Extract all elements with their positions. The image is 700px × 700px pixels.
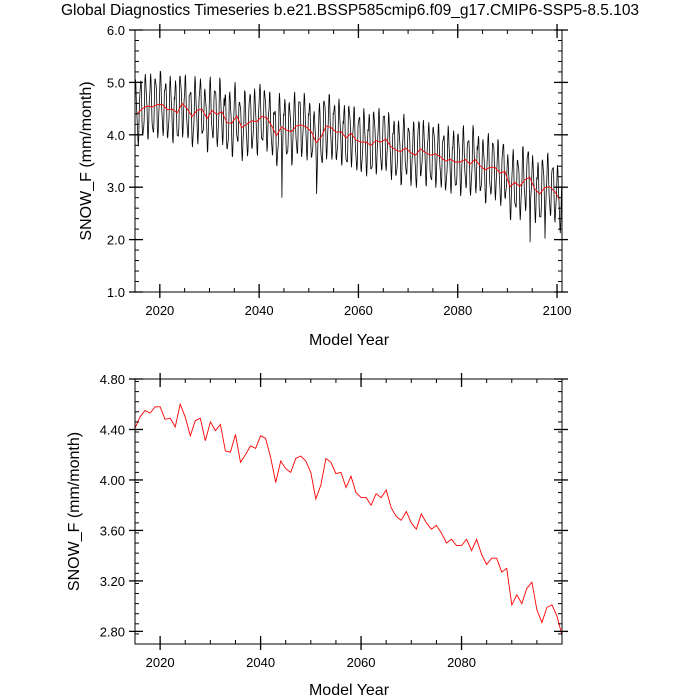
x-tick-label: 2020 xyxy=(146,655,175,670)
y-tick-label: 1.0 xyxy=(107,285,125,300)
page-title: Global Diagnostics Timeseries b.e21.BSSP… xyxy=(60,2,640,19)
series-annual xyxy=(134,402,563,636)
top-plot-frame xyxy=(134,29,563,293)
plot-top: 2020 2040 2060 2080 2100 1.0 2.0 3.0 4.0 5.0 6.0 Mo… xyxy=(78,23,571,349)
series-annual xyxy=(137,102,560,200)
x-tick-label: 2060 xyxy=(344,303,373,318)
y-tick-label: 3.20 xyxy=(100,574,125,589)
y-tick-label: 4.80 xyxy=(100,372,125,387)
y-tick-label: 2.0 xyxy=(107,233,125,248)
bottom-y-axis-title: SNOW_F (mm/month) xyxy=(66,432,83,591)
top-x-axis-title: Model Year xyxy=(309,332,390,349)
y-tick-label: 2.80 xyxy=(100,624,125,639)
y-tick-label: 3.0 xyxy=(107,180,125,195)
bottom-plot-frame xyxy=(134,378,563,645)
x-tick-label: 2100 xyxy=(543,303,572,318)
y-tick-label: 4.0 xyxy=(107,128,125,143)
top-y-axis-title: SNOW_F (mm/month) xyxy=(78,81,95,240)
x-tick-label: 2060 xyxy=(347,655,376,670)
x-tick-label: 2020 xyxy=(145,303,174,318)
y-tick-label: 4.00 xyxy=(100,473,125,488)
y-tick-label: 5.0 xyxy=(107,75,125,90)
y-tick-label: 4.40 xyxy=(100,422,125,437)
plot-bottom: 2020 2040 2060 2080 2.80 3.20 3.60 4.00 4.40 4.80… xyxy=(66,372,568,699)
bottom-x-axis-title: Model Year xyxy=(309,682,390,699)
y-tick-label: 6.0 xyxy=(107,23,125,38)
x-tick-label: 2080 xyxy=(443,303,472,318)
x-tick-label: 2080 xyxy=(447,655,476,670)
x-tick-label: 2040 xyxy=(246,655,275,670)
series-monthly xyxy=(134,70,562,243)
x-tick-label: 2040 xyxy=(245,303,274,318)
y-tick-label: 3.60 xyxy=(100,523,125,538)
